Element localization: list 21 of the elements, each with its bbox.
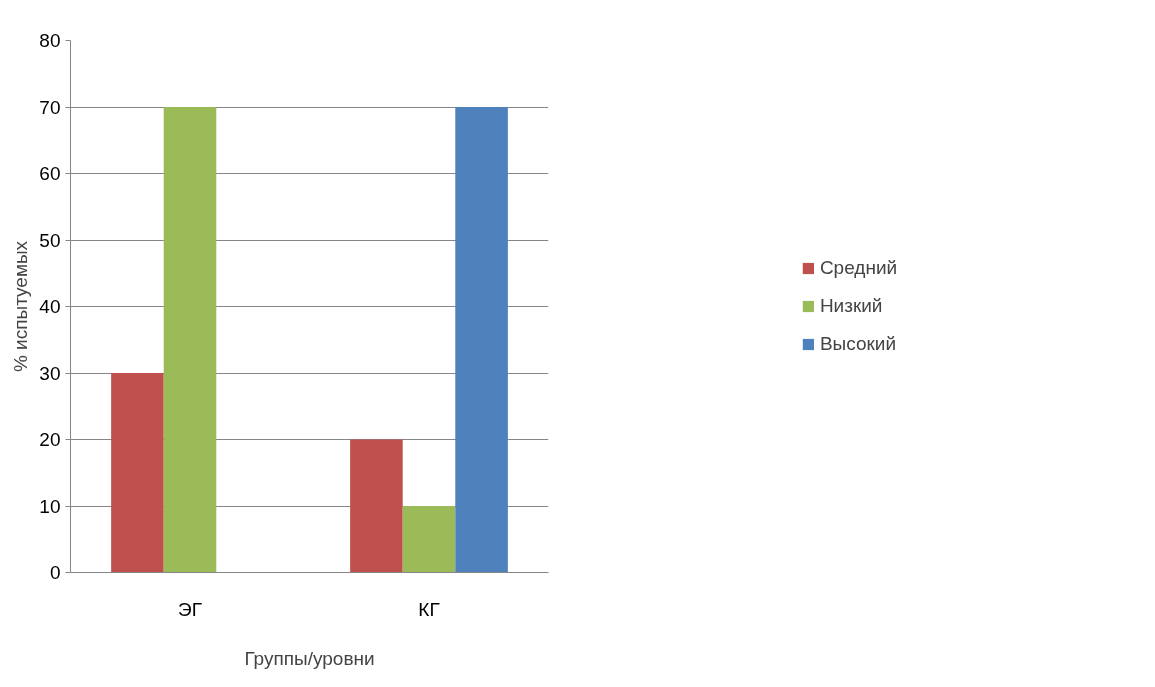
bar [163, 107, 217, 573]
x-tick-label: ЭГ [178, 598, 202, 620]
bar [111, 373, 164, 573]
y-tick-label: 60 [39, 163, 61, 184]
y-tick-label: 0 [49, 562, 61, 583]
legend-label: Высокий [819, 333, 897, 355]
legend-label: Средний [819, 257, 898, 279]
y-tick-label: 30 [39, 362, 61, 384]
x-tick-label: КГ [418, 598, 440, 620]
x-axis-title: Группы/уровни [244, 647, 375, 669]
y-tick-label: 10 [39, 495, 61, 517]
bar [350, 439, 403, 573]
bar [455, 107, 508, 573]
y-tick-label: 40 [39, 296, 61, 317]
y-axis-title: % испытуемых [10, 240, 32, 373]
y-tick-label: 50 [39, 229, 61, 251]
legend-label: Низкий [819, 295, 883, 317]
y-tick-label: 70 [39, 96, 61, 118]
y-tick-label: 80 [39, 30, 61, 51]
y-tick-label: 20 [39, 429, 61, 450]
bar [402, 506, 456, 573]
